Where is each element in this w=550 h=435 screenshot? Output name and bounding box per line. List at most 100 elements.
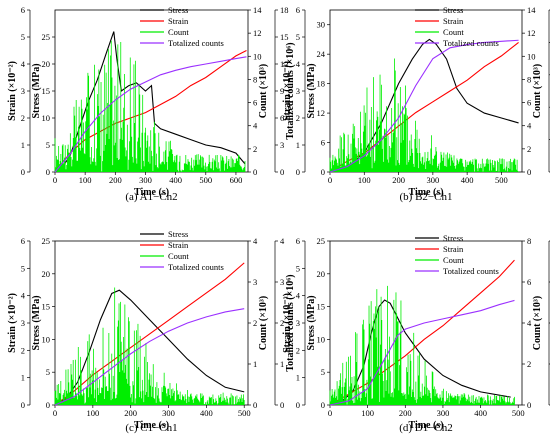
strain-tick-label: 2 [296,113,300,123]
count-series [54,287,245,405]
count-tick-label: 6 [253,98,257,108]
count-series [54,40,246,172]
strain-tick-label: 4 [21,291,26,301]
count-series [329,58,519,172]
strain-tick-label: 3 [296,318,300,328]
stress-tick-label: 0 [46,167,50,177]
totalized-counts-series [329,39,519,173]
stress-tick-label: 12 [317,108,326,118]
stress-tick-label: 10 [42,334,51,344]
x-tick-label: 300 [162,408,175,418]
x-axis-label: Time (s) [134,187,169,198]
x-tick-label: 100 [86,408,99,418]
strain-tick-label: 5 [296,263,300,273]
strain-tick-label: 2 [296,345,300,355]
y-axis-label: Stress (MPa) [306,63,317,118]
strain-tick-label: 1 [296,373,300,383]
x-tick-label: 200 [124,408,137,418]
strain-tick-label: 1 [296,140,300,150]
x-tick-label: 400 [200,408,213,418]
legend-label: Totalized counts [168,38,224,48]
stress-tick-label: 10 [42,113,51,123]
strain-tick-label: 3 [21,318,25,328]
total-tick-label: 2 [280,318,284,328]
total-tick-label: 3 [280,140,284,150]
y-axis-label: Totalized counts (×10⁶) [285,274,296,371]
x-tick-label: 500 [495,175,508,185]
legend-label: Totalized counts [168,262,224,272]
count-tick-label: 6 [527,277,531,287]
total-tick-label: 3 [280,277,284,287]
total-tick-label: 0 [280,167,284,177]
y-axis-label: Stress (MPa) [31,63,42,118]
y-axis-label: Stress (MPa) [306,295,317,350]
total-tick-label: 6 [280,113,284,123]
stress-tick-label: 0 [321,167,325,177]
total-tick-label: 9 [280,86,284,96]
total-tick-label: 15 [280,32,289,42]
count-tick-label: 12 [527,28,536,38]
strain-tick-label: 5 [21,32,25,42]
x-tick-label: 300 [139,175,152,185]
x-tick-label: 200 [109,175,122,185]
stress-tick-label: 15 [317,302,326,312]
totalized-counts-series [329,299,515,406]
count-tick-label: 10 [527,51,536,61]
strain-tick-label: 1 [21,373,25,383]
x-tick-label: 400 [474,408,487,418]
count-tick-label: 0 [253,167,257,177]
x-tick-label: 200 [399,408,412,418]
total-tick-label: 12 [280,59,289,69]
count-series [329,285,515,405]
strain-tick-label: 4 [296,291,301,301]
x-tick-label: 400 [169,175,182,185]
legend-label: Strain [443,16,464,26]
total-tick-label: 4 [280,236,285,246]
x-tick-label: 0 [328,408,332,418]
x-tick-label: 0 [328,175,332,185]
legend-label: Stress [168,229,188,239]
stress-tick-label: 30 [317,20,326,30]
x-tick-label: 300 [437,408,450,418]
panel-caption: (d) D1−Ch2 [399,422,453,434]
strain-tick-label: 0 [21,167,25,177]
count-tick-label: 6 [527,98,531,108]
strain-tick-label: 2 [21,113,25,123]
strain-tick-label: 4 [296,59,301,69]
stress-series [54,31,246,173]
count-tick-label: 12 [253,28,262,38]
strain-tick-label: 5 [21,263,25,273]
total-tick-label: 0 [280,400,284,410]
y-axis-label: Count (×10³) [258,296,269,351]
count-tick-label: 2 [253,144,257,154]
x-tick-label: 100 [361,408,374,418]
total-tick-label: 1 [280,359,284,369]
x-tick-label: 0 [53,175,57,185]
stress-tick-label: 5 [46,140,50,150]
stress-tick-label: 10 [317,334,326,344]
y-axis-label: Strain (×10⁻²) [7,293,18,353]
x-tick-label: 300 [426,175,439,185]
x-tick-label: 0 [53,408,57,418]
x-axis-label: Time (s) [408,420,443,431]
count-tick-label: 4 [527,318,532,328]
legend-label: Totalized counts [443,266,499,276]
strain-tick-label: 1 [21,140,25,150]
stress-series [54,289,245,406]
x-axis-label: Time (s) [408,187,443,198]
legend-label: Stress [168,5,188,15]
count-tick-label: 2 [253,318,257,328]
count-tick-label: 14 [527,5,536,15]
legend-label: Count [443,27,464,37]
y-axis-label: Count (×10³) [532,64,543,119]
stress-tick-label: 25 [42,32,51,42]
strain-tick-label: 6 [296,5,300,15]
stress-tick-label: 20 [42,269,51,279]
stress-tick-label: 6 [321,138,325,148]
stress-tick-label: 24 [317,49,326,59]
